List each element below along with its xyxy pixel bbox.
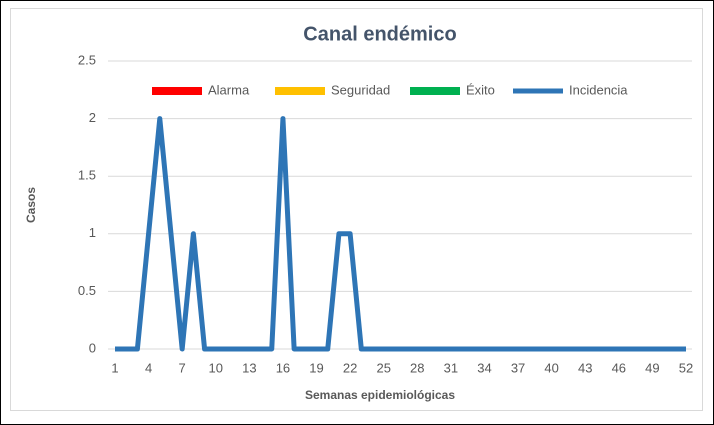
- x-tick-label: 22: [343, 360, 357, 375]
- y-tick-label: 2: [89, 110, 96, 125]
- x-tick-label: 10: [209, 360, 223, 375]
- x-tick-label: 43: [578, 360, 592, 375]
- chart-title: Canal endémico: [303, 23, 456, 45]
- x-tick-label: 52: [679, 360, 693, 375]
- legend-label: Seguridad: [331, 82, 390, 97]
- x-tick-label: 4: [145, 360, 152, 375]
- x-tick-label: 19: [309, 360, 323, 375]
- legend-label: Éxito: [466, 82, 495, 97]
- y-tick-label: 1.5: [78, 168, 96, 183]
- y-axis-label: Casos: [24, 187, 38, 223]
- chart-area: [10, 8, 703, 411]
- x-tick-label: 34: [477, 360, 491, 375]
- x-tick-label: 7: [179, 360, 186, 375]
- x-tick-label: 46: [612, 360, 626, 375]
- series-line: [115, 116, 686, 352]
- x-tick-label: 49: [645, 360, 659, 375]
- y-tick-label: 0: [89, 340, 96, 355]
- legend-label: Incidencia: [569, 82, 628, 97]
- y-tick-label: 0.5: [78, 283, 96, 298]
- x-tick-label: 25: [376, 360, 390, 375]
- y-tick-label: 1: [89, 225, 96, 240]
- x-tick-label: 13: [242, 360, 256, 375]
- x-tick-label: 1: [111, 360, 118, 375]
- x-axis-label: Semanas epidemiológicas: [305, 388, 455, 402]
- x-tick-label: 31: [444, 360, 458, 375]
- x-tick-label: 40: [544, 360, 558, 375]
- legend-label: Alarma: [208, 82, 250, 97]
- y-tick-label: 2.5: [78, 52, 96, 67]
- x-tick-label: 37: [511, 360, 525, 375]
- x-tick-label: 16: [276, 360, 290, 375]
- x-tick-label: 28: [410, 360, 424, 375]
